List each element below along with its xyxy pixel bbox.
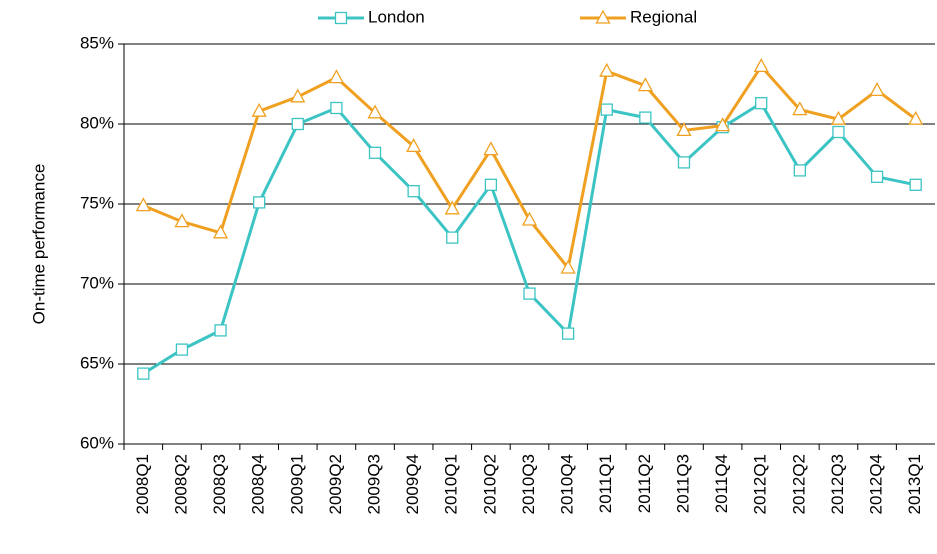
data-point	[523, 287, 536, 300]
x-tick-label: 2011Q4	[712, 454, 731, 513]
x-tick-label: 2012Q3	[828, 454, 847, 515]
data-point	[561, 327, 575, 340]
y-axis-title: On-time performance	[29, 164, 48, 325]
data-point	[484, 178, 498, 191]
x-tick-label: 2012Q4	[867, 454, 886, 515]
data-point	[407, 185, 420, 198]
data-point	[328, 69, 344, 84]
y-tick-label: 60%	[80, 433, 114, 452]
x-tick-label: 2011Q1	[596, 454, 615, 513]
y-tick-label: 80%	[80, 113, 114, 132]
data-point	[599, 62, 615, 77]
data-point	[290, 88, 306, 103]
data-point	[135, 197, 151, 212]
series-line	[142, 101, 916, 375]
data-point	[755, 97, 768, 110]
x-tick-label: 2009Q2	[326, 454, 345, 515]
data-point	[908, 110, 924, 125]
data-point	[792, 101, 808, 116]
data-point	[444, 200, 460, 215]
data-point	[175, 343, 189, 356]
data-point	[446, 231, 459, 244]
data-point	[291, 117, 304, 131]
x-tick-label: 2008Q2	[171, 454, 190, 515]
data-point	[521, 211, 538, 226]
legend-label: Regional	[630, 7, 697, 26]
x-tick-label: 2012Q1	[751, 454, 770, 515]
x-tick-label: 2011Q3	[673, 454, 692, 513]
data-point	[600, 103, 613, 116]
data-point	[214, 324, 227, 337]
data-point	[253, 196, 266, 209]
data-point	[793, 164, 806, 177]
data-point	[676, 122, 692, 137]
legend-label: London	[368, 7, 425, 26]
data-point	[870, 170, 884, 183]
x-tick-label: 2010Q4	[558, 454, 577, 515]
x-tick-label: 2010Q3	[519, 454, 538, 515]
x-tick-label: 2010Q1	[442, 454, 461, 515]
data-point	[639, 111, 652, 124]
data-point	[212, 224, 229, 239]
x-tick-label: 2009Q1	[287, 454, 306, 515]
data-point	[251, 102, 267, 117]
y-tick-label: 70%	[80, 273, 114, 292]
y-tick-label: 65%	[80, 353, 114, 372]
x-tick-label: 2008Q4	[249, 454, 268, 515]
x-tick-label: 2009Q3	[365, 454, 384, 515]
data-point	[832, 125, 845, 139]
y-tick-label: 75%	[80, 193, 114, 212]
data-point	[137, 367, 150, 380]
legend-marker	[334, 11, 348, 25]
legend-marker	[595, 9, 611, 24]
data-point	[715, 117, 731, 132]
x-tick-label: 2008Q1	[133, 454, 152, 515]
x-tick-label: 2013Q1	[905, 454, 924, 515]
x-tick-label: 2011Q2	[635, 454, 654, 513]
data-point	[330, 101, 343, 115]
data-point	[753, 58, 769, 73]
data-point	[909, 178, 922, 191]
y-tick-label: 85%	[80, 33, 114, 52]
data-point	[637, 77, 653, 92]
data-point	[869, 82, 885, 97]
data-point	[830, 110, 847, 125]
data-point	[406, 138, 422, 153]
data-point	[677, 156, 691, 169]
data-point	[483, 141, 499, 156]
data-point	[367, 104, 383, 119]
data-point	[560, 259, 576, 274]
x-tick-label: 2010Q2	[480, 454, 499, 515]
data-point	[174, 213, 190, 228]
x-tick-label: 2009Q4	[403, 454, 422, 515]
x-tick-label: 2008Q3	[210, 454, 229, 515]
x-tick-label: 2012Q2	[789, 454, 808, 515]
data-point	[368, 146, 382, 159]
